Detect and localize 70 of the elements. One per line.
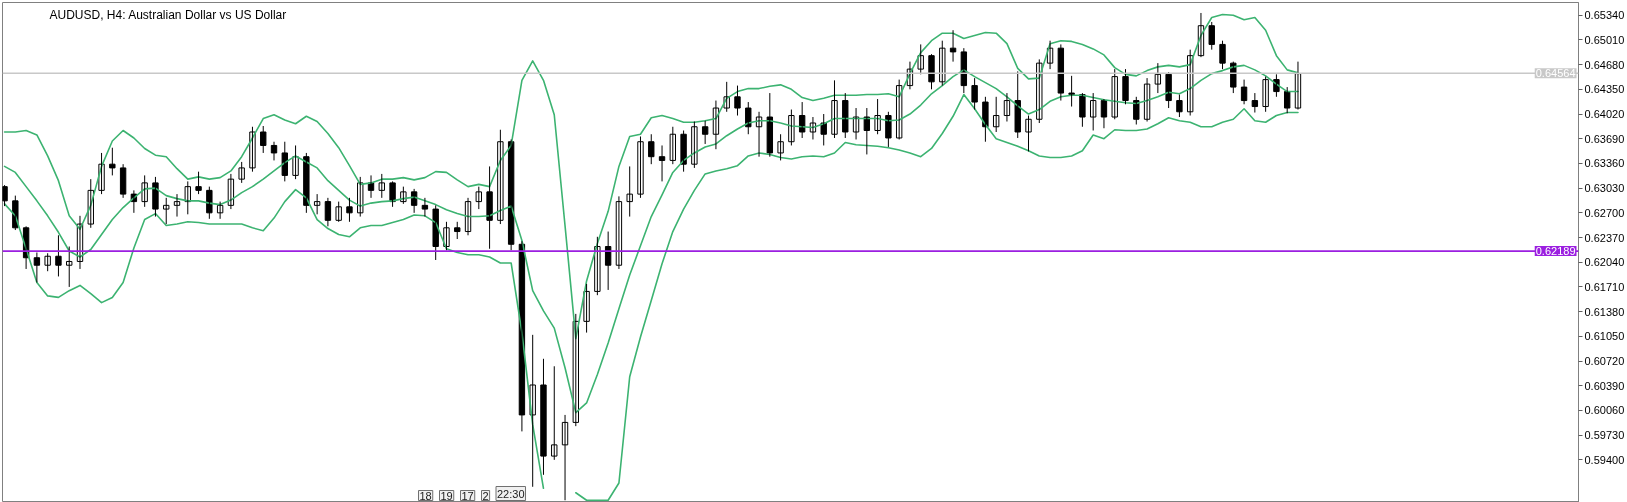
y-tick-label: 0.62040 bbox=[1584, 256, 1625, 269]
candlestick bbox=[195, 171, 202, 195]
candlestick bbox=[109, 147, 116, 176]
candlestick bbox=[939, 40, 946, 87]
annotation: 17 bbox=[461, 489, 474, 502]
candlestick bbox=[163, 197, 170, 225]
y-tick-label: 0.62370 bbox=[1584, 231, 1625, 244]
candlestick bbox=[346, 197, 353, 223]
y-tick-label: 0.59400 bbox=[1584, 453, 1625, 466]
candlestick bbox=[238, 161, 245, 184]
candlestick bbox=[766, 92, 774, 158]
candlestick bbox=[454, 221, 461, 240]
annotation: 18 bbox=[419, 489, 432, 502]
y-tick-label: 0.61050 bbox=[1584, 330, 1625, 343]
candlestick bbox=[691, 121, 698, 169]
candlestick bbox=[734, 85, 741, 117]
candlestick bbox=[1262, 76, 1269, 113]
y-tick-label: 0.65340 bbox=[1584, 9, 1625, 22]
candlestick bbox=[1025, 115, 1032, 152]
y-tick-label: 0.64680 bbox=[1584, 58, 1625, 71]
ref-line-label: 0.62189 bbox=[1535, 245, 1576, 258]
candlestick bbox=[1208, 21, 1215, 51]
candlestick bbox=[1014, 70, 1021, 139]
candlestick bbox=[1089, 92, 1097, 131]
annotation: 19 bbox=[440, 489, 453, 502]
chart-title: AUDUSD, H4: Australian Dollar vs US Dollar bbox=[49, 7, 287, 22]
candlestick bbox=[55, 234, 62, 277]
candlestick bbox=[777, 133, 784, 161]
candlestick bbox=[928, 53, 935, 90]
y-tick-label: 0.64350 bbox=[1584, 83, 1625, 96]
y-tick-label: 0.65010 bbox=[1584, 33, 1625, 46]
y-tick-label: 0.64020 bbox=[1584, 108, 1625, 121]
candlestick bbox=[863, 107, 871, 155]
candlestick bbox=[1111, 68, 1118, 120]
candlestick bbox=[626, 165, 633, 218]
candlestick bbox=[378, 173, 385, 199]
candlestick bbox=[551, 365, 558, 461]
annotation: 2 bbox=[482, 489, 489, 502]
y-tick-label: 0.60720 bbox=[1584, 355, 1625, 368]
candlestick bbox=[637, 135, 644, 199]
candlestick bbox=[475, 186, 482, 210]
candlestick bbox=[1068, 75, 1075, 108]
candlestick bbox=[1057, 43, 1065, 102]
y-tick-label: 0.63690 bbox=[1584, 132, 1625, 145]
candlestick bbox=[540, 358, 547, 476]
y-tick-label: 0.63360 bbox=[1584, 157, 1625, 170]
candlestick bbox=[648, 133, 655, 165]
candlestick bbox=[1284, 86, 1291, 114]
candlestick bbox=[260, 125, 267, 154]
candlestick bbox=[992, 96, 1000, 133]
y-tick-label: 0.63030 bbox=[1584, 182, 1625, 195]
candlestick bbox=[831, 79, 838, 139]
y-tick-label: 0.61710 bbox=[1584, 280, 1625, 293]
annotation: 22:30 bbox=[497, 487, 525, 500]
candlestick bbox=[335, 201, 342, 223]
y-tick-label: 0.59730 bbox=[1584, 429, 1625, 442]
y-tick-label: 0.61380 bbox=[1584, 305, 1625, 318]
y-tick-label: 0.60060 bbox=[1584, 404, 1625, 417]
candlestick bbox=[1079, 92, 1086, 128]
candlestick bbox=[842, 92, 849, 139]
y-tick-label: 0.60390 bbox=[1584, 379, 1625, 392]
candlestick bbox=[669, 126, 677, 165]
y-tick-label: 0.62700 bbox=[1584, 206, 1625, 219]
candlestick bbox=[885, 111, 892, 148]
candlestick bbox=[1219, 40, 1226, 70]
candlestick bbox=[1122, 68, 1129, 105]
candlestick bbox=[1176, 94, 1183, 118]
candlestick bbox=[44, 252, 51, 272]
candlestick bbox=[971, 77, 978, 111]
candlestick bbox=[66, 246, 73, 288]
